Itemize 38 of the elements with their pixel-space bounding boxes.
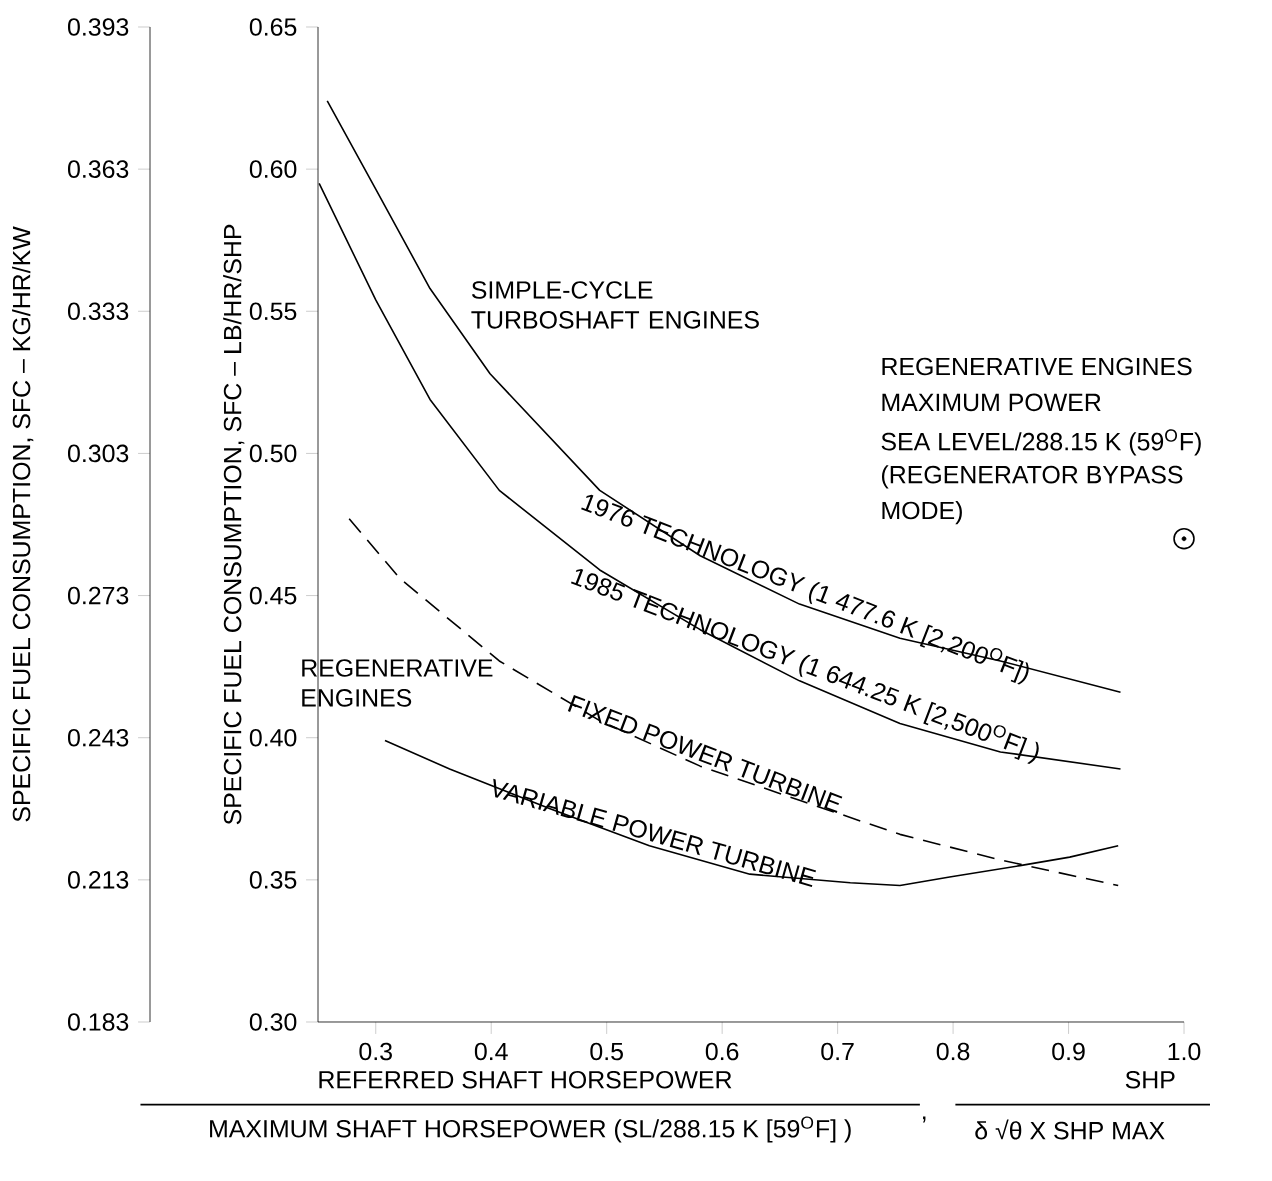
y-axis-title: SPECIFIC FUEL CONSUMPTION, SFC – LB/HR/SHP xyxy=(223,224,245,825)
annotation: REGENERATIVE ENGINES xyxy=(302,659,493,707)
y-tick-label: 0.30 xyxy=(249,1013,297,1031)
text: SHP xyxy=(1125,1070,1175,1089)
text: , xyxy=(923,1116,926,1123)
x-tick-label: 0.7 xyxy=(821,1042,854,1061)
y2-tick-label: 0.273 xyxy=(67,586,129,605)
text: MAXIMUM SHAFT HORSEPOWER (SL/288.15 K [59$^{O}$F] ) xyxy=(210,1116,851,1143)
annotation: (REGENERATOR BYPASS xyxy=(881,465,1183,489)
y2-tick-label: 0.243 xyxy=(67,728,129,747)
annotation: MAXIMUM POWER xyxy=(882,393,1101,412)
y2-tick-label: 0.213 xyxy=(67,871,129,889)
y-tick-label: 0.60 xyxy=(249,160,297,178)
x-tick-label: 0.3 xyxy=(359,1042,392,1061)
x-tick-label: 0.9 xyxy=(1052,1042,1085,1061)
x-tick-label: 0.6 xyxy=(705,1042,739,1061)
y2-tick-label: 0.333 xyxy=(67,302,129,321)
x-tick-label: 0.4 xyxy=(474,1042,508,1061)
y2-tick-label: 0.363 xyxy=(67,160,129,178)
annotation: SEA LEVEL/288.15 K (59$^{O}$F) xyxy=(881,429,1201,456)
y-tick-label: 0.45 xyxy=(249,586,297,605)
y2-tick-label: 0.183 xyxy=(67,1013,129,1031)
annotation: REGENERATIVE ENGINES xyxy=(882,357,1192,376)
annotation: SIMPLE-CYCLE TURBOSHAFT ENGINES xyxy=(471,281,759,329)
x-tick-label: 0.5 xyxy=(590,1042,623,1061)
text: δ √θ X SHP MAX xyxy=(975,1119,1165,1140)
y2-axis-title: SPECIFIC FUEL CONSUMPTION, SFC – KG/HR/KW xyxy=(12,226,34,822)
y2-tick-label: 0.303 xyxy=(67,444,129,463)
y-tick-label: 0.65 xyxy=(249,18,297,36)
y-tick-label: 0.35 xyxy=(249,871,297,889)
y-tick-label: 0.55 xyxy=(249,302,297,321)
x-axis-title: REFERRED SHAFT HORSEPOWER xyxy=(319,1070,732,1089)
annotation: MODE) xyxy=(882,500,962,525)
y-tick-label: 0.40 xyxy=(249,728,297,747)
x-tick-label: 1.0 xyxy=(1168,1042,1201,1061)
y-tick-label: 0.50 xyxy=(249,444,297,463)
x-tick-label: 0.8 xyxy=(936,1042,970,1061)
y2-tick-label: 0.393 xyxy=(67,18,129,36)
